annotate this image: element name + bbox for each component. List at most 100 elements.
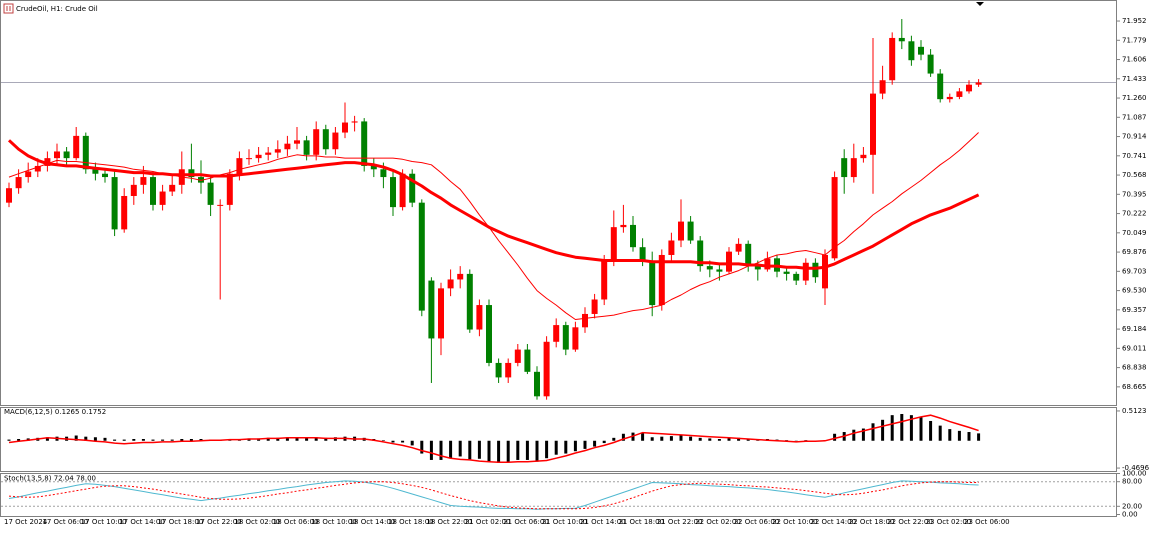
x-tick-label: 18 Oct 22:00: [426, 518, 472, 526]
candle-body: [716, 269, 723, 272]
macd-bar: [285, 437, 289, 441]
candle-body: [975, 82, 982, 85]
x-tick-label: 18 Oct 06:00: [273, 518, 319, 526]
candle-body: [466, 273, 473, 330]
macd-bar: [852, 429, 856, 441]
y-tick-label: 20.00: [1122, 502, 1142, 510]
macd-bar: [919, 417, 923, 441]
macd-bar: [727, 438, 731, 441]
macd-bar: [909, 415, 913, 441]
macd-bar: [276, 437, 280, 441]
candle-body: [898, 37, 905, 42]
candle-body: [82, 135, 89, 170]
candle-body: [668, 240, 675, 255]
candle-body: [399, 173, 406, 208]
macd-bar: [429, 440, 433, 460]
candle-body: [524, 349, 531, 372]
candle-body: [764, 258, 771, 270]
candle-body: [735, 243, 742, 252]
candle-body: [514, 349, 521, 363]
chart-title: CrudeOil, H1: Crude Oil: [16, 5, 98, 13]
macd-bar: [545, 440, 549, 459]
x-tick-label: 23 Oct 06:00: [964, 518, 1010, 526]
macd-bar: [746, 439, 750, 441]
macd-bar: [957, 430, 961, 441]
y-tick-label: 71.433: [1122, 75, 1147, 83]
candle-body: [687, 221, 694, 241]
macd-bar: [189, 439, 193, 441]
candle-body: [850, 158, 857, 178]
symbol-icon: [3, 3, 14, 14]
candle-body: [754, 266, 761, 270]
candle-body: [553, 325, 560, 342]
stoch-signal: [8, 481, 979, 510]
candle-body: [534, 371, 540, 397]
candle-body: [630, 224, 636, 248]
candle-body: [418, 202, 425, 311]
macd-bar: [938, 425, 942, 441]
candle-body: [44, 158, 51, 166]
y-tick-label: 68.838: [1122, 364, 1147, 372]
candle-body: [294, 140, 300, 144]
macd-bar: [881, 419, 885, 441]
candle-body: [860, 154, 867, 159]
macd-bar: [170, 439, 174, 441]
macd-bar: [660, 436, 664, 441]
macd-bar: [861, 428, 865, 441]
candle-body: [956, 91, 963, 97]
macd-bar: [525, 440, 529, 460]
candle-body: [303, 140, 310, 155]
price-panel: [0, 0, 1117, 406]
candle-body: [447, 279, 454, 289]
x-tick-label: 22 Oct 10:00: [772, 518, 818, 526]
macd-bar: [7, 439, 11, 441]
candle-body: [121, 195, 128, 230]
macd-bar: [180, 439, 184, 441]
candle-body: [793, 273, 800, 281]
candle-body: [438, 288, 444, 339]
macd-bar: [516, 440, 520, 460]
candle-body: [726, 251, 732, 272]
x-tick-label: 22 Oct 02:00: [695, 518, 741, 526]
candle-body: [159, 191, 166, 205]
y-tick-label: 70.914: [1122, 133, 1147, 141]
macd-bar: [583, 440, 587, 449]
macd-bar: [833, 433, 837, 441]
candle-body: [73, 135, 80, 159]
macd-bar: [497, 440, 501, 463]
macd-bar: [785, 440, 789, 441]
stoch-main: [8, 480, 979, 510]
macd-bar: [122, 439, 126, 441]
macd-bar: [967, 432, 971, 441]
candle-body: [54, 151, 60, 159]
candle-body: [591, 299, 598, 314]
macd-bar: [804, 440, 808, 441]
macd-bar: [650, 437, 654, 441]
x-tick-label: 18 Oct 14:00: [350, 518, 396, 526]
macd-bar: [477, 440, 481, 459]
candle-body: [217, 204, 224, 206]
candle-body: [783, 271, 790, 274]
macd-bar: [573, 440, 577, 452]
candle-body: [927, 54, 934, 74]
macd-bar: [602, 440, 606, 444]
candle-body: [706, 266, 713, 270]
y-tick-label: 69.876: [1122, 248, 1147, 256]
candle-body: [188, 169, 195, 178]
macd-bar: [554, 440, 558, 455]
candle-body: [658, 254, 665, 306]
candle-body: [390, 177, 396, 208]
y-tick-label: 70.395: [1122, 190, 1147, 198]
candle-body: [697, 240, 704, 267]
candle-body: [610, 227, 617, 261]
candle-body: [6, 188, 12, 203]
macd-bar: [151, 439, 155, 441]
candle-body: [879, 80, 886, 94]
candle-body: [457, 273, 464, 280]
x-tick-label: 21 Oct 10:00: [542, 518, 588, 526]
macd-bar: [593, 440, 597, 447]
candle-body: [601, 260, 608, 300]
candle-body: [476, 305, 483, 330]
x-tick-label: 17 Oct 22:00: [196, 518, 242, 526]
x-tick-label: 21 Oct 18:00: [618, 518, 664, 526]
